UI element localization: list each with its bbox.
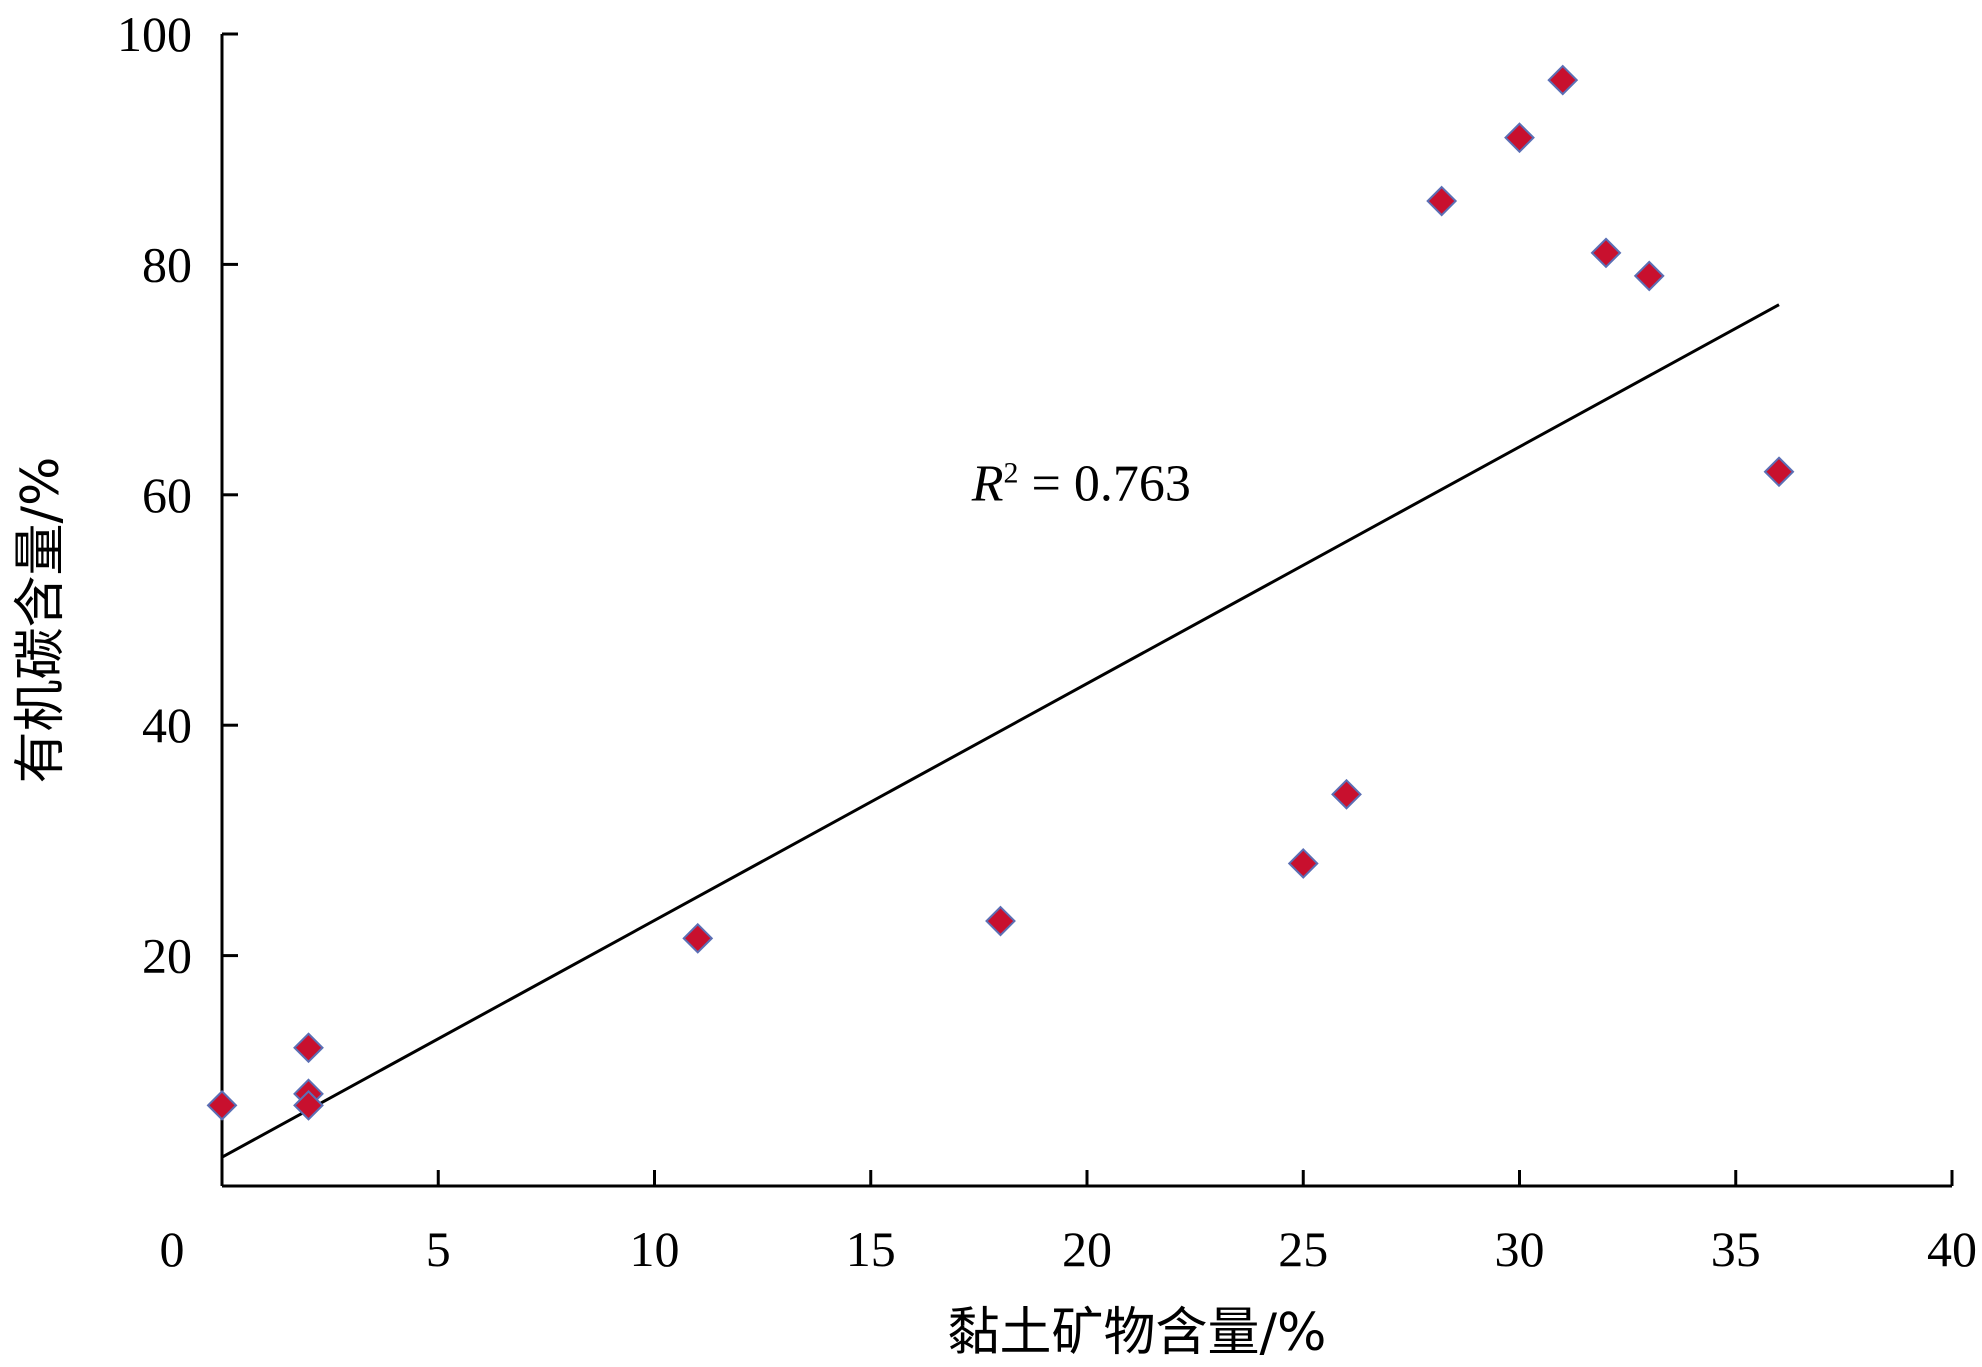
data-point bbox=[985, 905, 1016, 937]
x-tick-label: 35 bbox=[1711, 1221, 1761, 1277]
y-tick-label: 20 bbox=[142, 928, 192, 984]
annotation-superscript: 2 bbox=[1004, 457, 1019, 490]
data-point bbox=[1547, 64, 1579, 96]
data-point bbox=[1426, 185, 1458, 217]
x-tick-label: 40 bbox=[1927, 1221, 1977, 1277]
data-points bbox=[206, 64, 1795, 1121]
data-point bbox=[1504, 122, 1535, 154]
x-tick-label: 5 bbox=[426, 1221, 451, 1277]
trendline-group bbox=[221, 303, 1780, 1159]
data-point bbox=[1590, 237, 1622, 269]
x-tick-label: 15 bbox=[846, 1221, 896, 1277]
data-point bbox=[1633, 260, 1665, 292]
r-squared-annotation: R2 = 0.763 bbox=[971, 456, 1191, 513]
y-tick-label: 80 bbox=[142, 236, 192, 292]
annotation-prefix: R bbox=[971, 456, 1004, 513]
y-tick-label: 100 bbox=[117, 6, 192, 62]
annotation-value: = 0.763 bbox=[1019, 456, 1191, 513]
data-point bbox=[1763, 456, 1795, 488]
x-tick-label: 25 bbox=[1278, 1221, 1328, 1277]
x-tick-label: 30 bbox=[1495, 1221, 1545, 1277]
data-point bbox=[1287, 848, 1319, 879]
data-point bbox=[1331, 778, 1362, 810]
x-tick-label: 0 bbox=[160, 1221, 185, 1277]
x-tick-label: 10 bbox=[630, 1221, 680, 1277]
y-tick-label: 40 bbox=[142, 697, 192, 753]
data-point bbox=[206, 1089, 238, 1121]
data-point bbox=[293, 1032, 324, 1064]
axes: 0 5 10 15 20 25 30 35 40 20 40 60 80 100 bbox=[117, 6, 1977, 1277]
trendline bbox=[221, 303, 1780, 1159]
data-point bbox=[293, 1089, 324, 1121]
data-point bbox=[682, 922, 714, 954]
y-axis-title: 有机碳含量/% bbox=[11, 457, 71, 784]
x-axis-title: 黏土矿物含量/% bbox=[948, 1303, 1327, 1363]
x-tick-label: 20 bbox=[1062, 1221, 1112, 1277]
y-tick-label: 60 bbox=[142, 467, 192, 523]
